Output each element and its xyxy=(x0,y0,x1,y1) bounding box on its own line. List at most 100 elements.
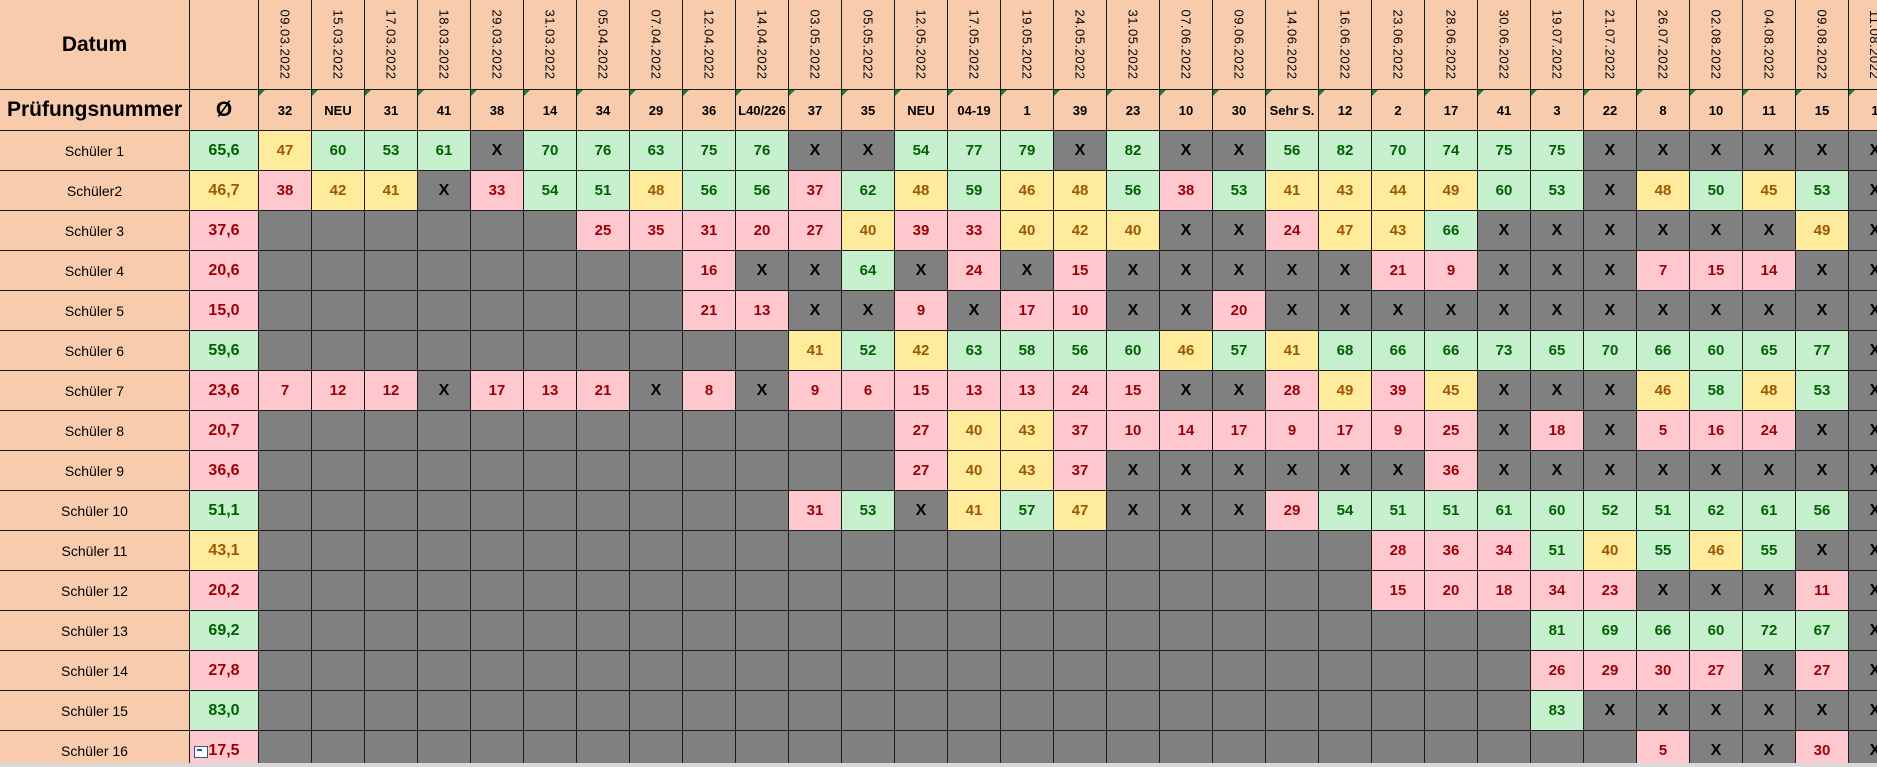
score-cell[interactable]: X xyxy=(789,251,842,291)
score-cell[interactable]: 35 xyxy=(630,211,683,251)
exam-number-cell[interactable]: 32 xyxy=(259,90,312,131)
score-cell[interactable] xyxy=(577,451,630,491)
score-cell[interactable] xyxy=(1001,691,1054,731)
score-cell[interactable]: 66 xyxy=(1637,611,1690,651)
score-cell[interactable] xyxy=(842,451,895,491)
score-cell[interactable]: 18 xyxy=(1531,411,1584,451)
score-cell[interactable]: 21 xyxy=(577,371,630,411)
score-cell[interactable]: X xyxy=(1743,571,1796,611)
score-cell[interactable] xyxy=(683,531,736,571)
score-cell[interactable] xyxy=(630,291,683,331)
score-cell[interactable] xyxy=(418,571,471,611)
score-cell[interactable]: X xyxy=(1849,131,1877,171)
score-cell[interactable] xyxy=(1001,571,1054,611)
student-average-cell[interactable]: 69,2 xyxy=(190,611,259,651)
score-cell[interactable]: 53 xyxy=(1796,171,1849,211)
score-cell[interactable]: X xyxy=(1796,691,1849,731)
score-cell[interactable]: 52 xyxy=(842,331,895,371)
score-cell[interactable]: X xyxy=(471,131,524,171)
score-cell[interactable]: X xyxy=(842,291,895,331)
score-cell[interactable] xyxy=(1213,571,1266,611)
score-cell[interactable]: 77 xyxy=(1796,331,1849,371)
score-cell[interactable]: 53 xyxy=(1213,171,1266,211)
date-header-cell[interactable]: 16.06.2022 xyxy=(1319,0,1372,90)
score-cell[interactable]: X xyxy=(1584,131,1637,171)
score-cell[interactable] xyxy=(365,491,418,531)
score-cell[interactable]: 46 xyxy=(1690,531,1743,571)
score-cell[interactable]: 83 xyxy=(1531,691,1584,731)
score-cell[interactable]: 55 xyxy=(1637,531,1690,571)
student-name-cell[interactable]: Schüler 4 xyxy=(0,251,190,291)
student-name-cell[interactable]: Schüler 10 xyxy=(0,491,190,531)
score-cell[interactable] xyxy=(683,651,736,691)
score-cell[interactable]: 13 xyxy=(948,371,1001,411)
score-cell[interactable] xyxy=(736,331,789,371)
score-cell[interactable]: X xyxy=(736,371,789,411)
score-cell[interactable]: 28 xyxy=(1372,531,1425,571)
exam-number-cell[interactable]: 12 xyxy=(1319,90,1372,131)
score-cell[interactable] xyxy=(1160,571,1213,611)
score-cell[interactable]: X xyxy=(1584,211,1637,251)
score-cell[interactable] xyxy=(1160,651,1213,691)
score-cell[interactable] xyxy=(418,691,471,731)
score-cell[interactable] xyxy=(948,651,1001,691)
score-cell[interactable]: X xyxy=(1107,491,1160,531)
score-cell[interactable] xyxy=(895,731,948,767)
score-cell[interactable] xyxy=(842,611,895,651)
score-cell[interactable] xyxy=(1054,691,1107,731)
score-cell[interactable] xyxy=(789,411,842,451)
score-cell[interactable]: X xyxy=(1849,211,1877,251)
score-cell[interactable]: 53 xyxy=(365,131,418,171)
exam-number-cell[interactable]: NEU xyxy=(312,90,365,131)
exam-number-cell[interactable]: 17 xyxy=(1425,90,1478,131)
date-header-cell[interactable]: 23.06.2022 xyxy=(1372,0,1425,90)
score-cell[interactable]: 6 xyxy=(842,371,895,411)
score-cell[interactable] xyxy=(524,331,577,371)
score-cell[interactable] xyxy=(1478,611,1531,651)
score-cell[interactable]: 45 xyxy=(1425,371,1478,411)
score-cell[interactable]: 27 xyxy=(1796,651,1849,691)
score-cell[interactable]: 50 xyxy=(1690,171,1743,211)
student-name-cell[interactable]: Schüler 3 xyxy=(0,211,190,251)
score-cell[interactable]: X xyxy=(1849,491,1877,531)
score-cell[interactable] xyxy=(259,331,312,371)
exam-number-header-label[interactable]: Prüfungsnummer xyxy=(0,90,190,131)
student-name-cell[interactable]: Schüler 11 xyxy=(0,531,190,571)
score-cell[interactable] xyxy=(842,411,895,451)
score-cell[interactable]: 65 xyxy=(1531,331,1584,371)
score-cell[interactable]: 75 xyxy=(1531,131,1584,171)
score-cell[interactable] xyxy=(418,411,471,451)
date-header-cell[interactable]: 19.07.2022 xyxy=(1531,0,1584,90)
score-cell[interactable] xyxy=(577,611,630,651)
student-average-cell[interactable]: 37,6 xyxy=(190,211,259,251)
score-cell[interactable] xyxy=(365,651,418,691)
score-cell[interactable] xyxy=(1319,651,1372,691)
score-cell[interactable] xyxy=(365,251,418,291)
score-cell[interactable]: X xyxy=(1266,451,1319,491)
score-cell[interactable]: X xyxy=(1690,451,1743,491)
score-cell[interactable] xyxy=(1266,611,1319,651)
score-cell[interactable]: 43 xyxy=(1001,451,1054,491)
date-header-cell[interactable]: 14.04.2022 xyxy=(736,0,789,90)
date-header-cell[interactable]: 29.03.2022 xyxy=(471,0,524,90)
score-cell[interactable]: 21 xyxy=(683,291,736,331)
exam-number-cell[interactable]: 1 xyxy=(1849,90,1877,131)
score-cell[interactable] xyxy=(1266,531,1319,571)
score-cell[interactable]: X xyxy=(1478,451,1531,491)
score-cell[interactable]: 57 xyxy=(1001,491,1054,531)
score-cell[interactable]: 56 xyxy=(1107,171,1160,211)
score-cell[interactable] xyxy=(1107,731,1160,767)
score-cell[interactable]: X xyxy=(1743,691,1796,731)
score-cell[interactable]: 76 xyxy=(736,131,789,171)
score-cell[interactable]: 13 xyxy=(736,291,789,331)
date-header-cell[interactable]: 02.08.2022 xyxy=(1690,0,1743,90)
score-cell[interactable]: 15 xyxy=(895,371,948,411)
score-cell[interactable]: 51 xyxy=(577,171,630,211)
score-cell[interactable] xyxy=(524,531,577,571)
score-cell[interactable]: X xyxy=(1796,131,1849,171)
score-cell[interactable]: 20 xyxy=(736,211,789,251)
score-cell[interactable]: 56 xyxy=(1796,491,1849,531)
score-cell[interactable]: 41 xyxy=(789,331,842,371)
score-cell[interactable]: 31 xyxy=(789,491,842,531)
score-cell[interactable]: X xyxy=(789,131,842,171)
